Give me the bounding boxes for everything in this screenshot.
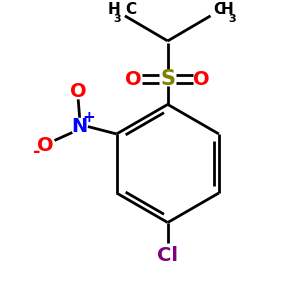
Text: Cl: Cl: [157, 245, 178, 265]
Text: N: N: [71, 117, 88, 136]
Text: O: O: [125, 70, 142, 89]
Text: O: O: [194, 70, 210, 89]
Text: O: O: [38, 136, 54, 155]
Text: S: S: [160, 69, 175, 89]
Text: C: C: [214, 2, 225, 17]
Text: -: -: [33, 143, 40, 161]
Text: 3: 3: [113, 14, 121, 24]
Text: H: H: [221, 2, 234, 17]
Text: C: C: [125, 2, 136, 17]
Text: H: H: [108, 2, 121, 17]
Text: O: O: [70, 82, 86, 100]
Text: 3: 3: [228, 14, 236, 24]
Text: +: +: [83, 110, 95, 125]
